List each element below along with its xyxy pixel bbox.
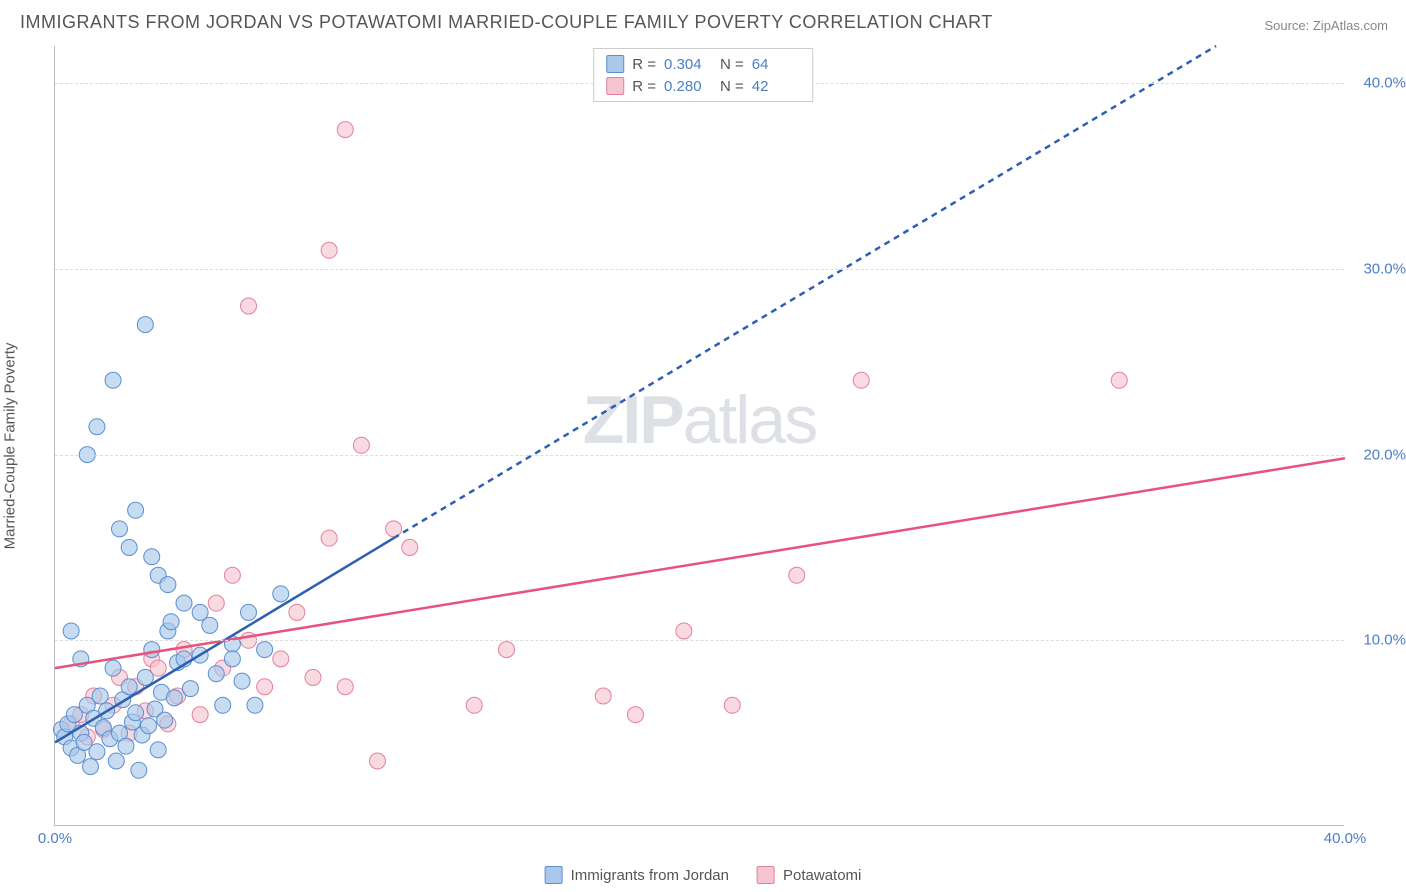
gridline (55, 455, 1344, 456)
legend-item-s1: Immigrants from Jordan (545, 866, 729, 884)
y-axis-label: Married-Couple Family Poverty (2, 343, 19, 550)
swatch-s2-icon (757, 866, 775, 884)
gridline (55, 640, 1344, 641)
gridline (55, 269, 1344, 270)
plot-area: ZIPatlas 10.0%20.0%30.0%40.0%0.0%40.0% (54, 46, 1344, 826)
x-tick-label: 40.0% (1324, 830, 1367, 847)
swatch-s1-icon (545, 866, 563, 884)
source-attribution: Source: ZipAtlas.com (1264, 18, 1388, 33)
swatch-s1 (606, 55, 624, 73)
swatch-s2 (606, 77, 624, 95)
y-tick-label: 40.0% (1350, 75, 1406, 92)
y-tick-label: 10.0% (1350, 632, 1406, 649)
y-tick-label: 30.0% (1350, 260, 1406, 277)
correlation-legend: R = 0.304 N = 64 R = 0.280 N = 42 (593, 48, 813, 102)
chart-title: IMMIGRANTS FROM JORDAN VS POTAWATOMI MAR… (20, 12, 993, 33)
scatter-svg (55, 46, 1344, 825)
legend-row-s2: R = 0.280 N = 42 (606, 75, 800, 97)
y-tick-label: 20.0% (1350, 446, 1406, 463)
x-tick-label: 0.0% (38, 830, 72, 847)
legend-row-s1: R = 0.304 N = 64 (606, 53, 800, 75)
series-legend: Immigrants from Jordan Potawatomi (545, 866, 862, 884)
legend-item-s2: Potawatomi (757, 866, 861, 884)
